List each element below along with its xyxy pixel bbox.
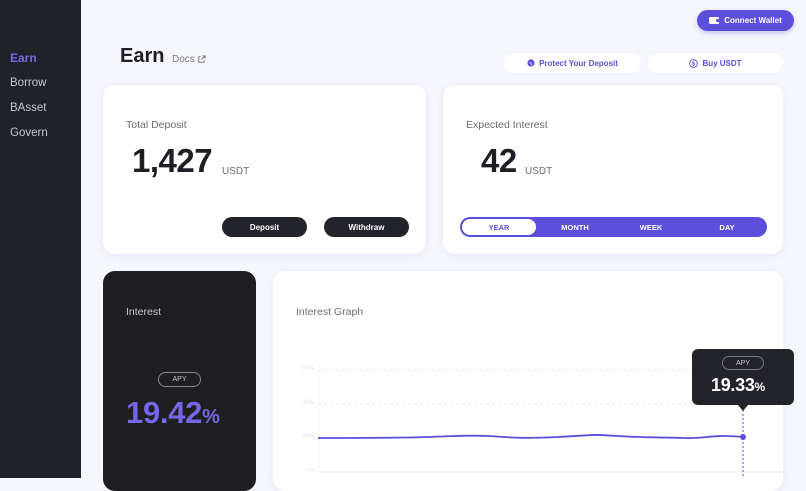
tooltip-apy-value: 19.33% [711,375,765,395]
buy-label: Buy USDT [702,58,742,68]
page-title: Earn [120,45,165,67]
sidebar-item-borrow[interactable]: Borrow [10,77,47,89]
y-tick-40: 40% [302,400,315,406]
y-tick-0: 0% [306,468,315,474]
interest-line-chart[interactable] [318,360,788,478]
tooltip-apy-badge: APY [722,356,764,370]
interest-label: Interest [126,306,162,318]
dollar-circle-icon: $ [689,58,699,68]
tab-month[interactable]: MONTH [561,222,589,232]
total-deposit-value: 1,427 [132,142,213,179]
interest-card: Interest APY 19.42% [103,271,256,491]
y-tick-60: 60% [302,366,315,372]
deposit-button[interactable]: Deposit [222,217,307,237]
total-deposit-unit: USDT [222,166,250,177]
total-deposit-card: Total Deposit 1,427 USDT Deposit Withdra… [103,85,426,254]
interest-graph-label: Interest Graph [296,306,364,318]
sidebar: Earn Borrow BAsset Govern [0,0,81,478]
total-deposit-label: Total Deposit [126,119,187,131]
docs-label: Docs [172,54,195,65]
period-tabs: YEAR MONTH WEEK DAY [460,217,767,237]
tab-day[interactable]: DAY [719,222,735,232]
protect-label: Protect Your Deposit [539,58,618,68]
shield-globe-icon [527,59,535,67]
chart-tooltip: APY 19.33% [692,349,794,411]
docs-link[interactable]: Docs [172,54,206,65]
external-link-icon [198,55,206,63]
sidebar-item-govern[interactable]: Govern [10,127,48,139]
sidebar-item-earn[interactable]: Earn [10,51,37,65]
protect-deposit-button[interactable]: Protect Your Deposit [504,53,641,73]
expected-interest-value: 42 [481,142,517,179]
wallet-icon [709,17,720,24]
expected-interest-label: Expected Interest [466,119,548,131]
connect-wallet-button[interactable]: Connect Wallet [697,10,794,31]
tab-year[interactable]: YEAR [462,219,536,235]
buy-usdt-button[interactable]: $ Buy USDT [648,53,783,73]
apy-badge: APY [158,372,201,387]
expected-interest-unit: USDT [525,166,553,177]
svg-text:$: $ [692,61,696,67]
sidebar-item-basset[interactable]: BAsset [10,102,47,114]
y-tick-20: 20% [302,434,315,440]
apy-value: 19.42% [126,395,220,430]
withdraw-button[interactable]: Withdraw [324,217,409,237]
connect-wallet-label: Connect Wallet [724,16,782,25]
tab-week[interactable]: WEEK [639,222,663,232]
